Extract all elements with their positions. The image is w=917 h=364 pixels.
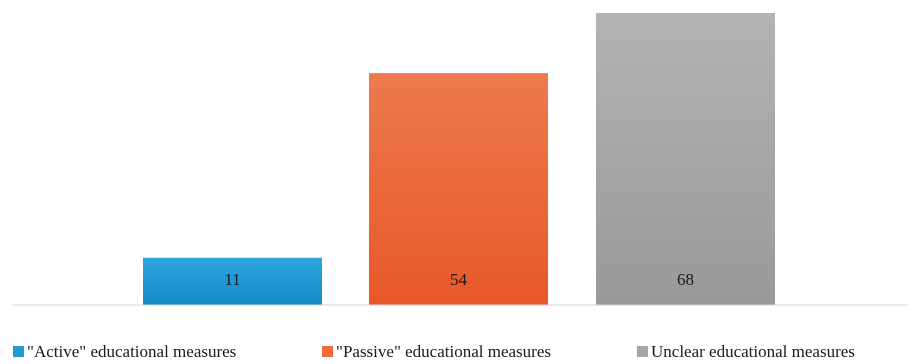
legend-label-2: "Passive" educational measures [336, 342, 551, 361]
legend-label-3: Unclear educational measures [651, 342, 855, 361]
legend: "Active" educational measures "Passive" e… [13, 342, 855, 361]
legend-swatch-2 [322, 346, 333, 357]
bar-3 [596, 13, 775, 305]
bars-group: 11 54 68 [143, 13, 775, 305]
bar-3-value-label: 68 [677, 270, 694, 289]
legend-swatch-1 [13, 346, 24, 357]
bar-1-value-label: 11 [224, 270, 240, 289]
bar-2-value-label: 54 [450, 270, 468, 289]
legend-swatch-3 [637, 346, 648, 357]
legend-label-1: "Active" educational measures [27, 342, 236, 361]
